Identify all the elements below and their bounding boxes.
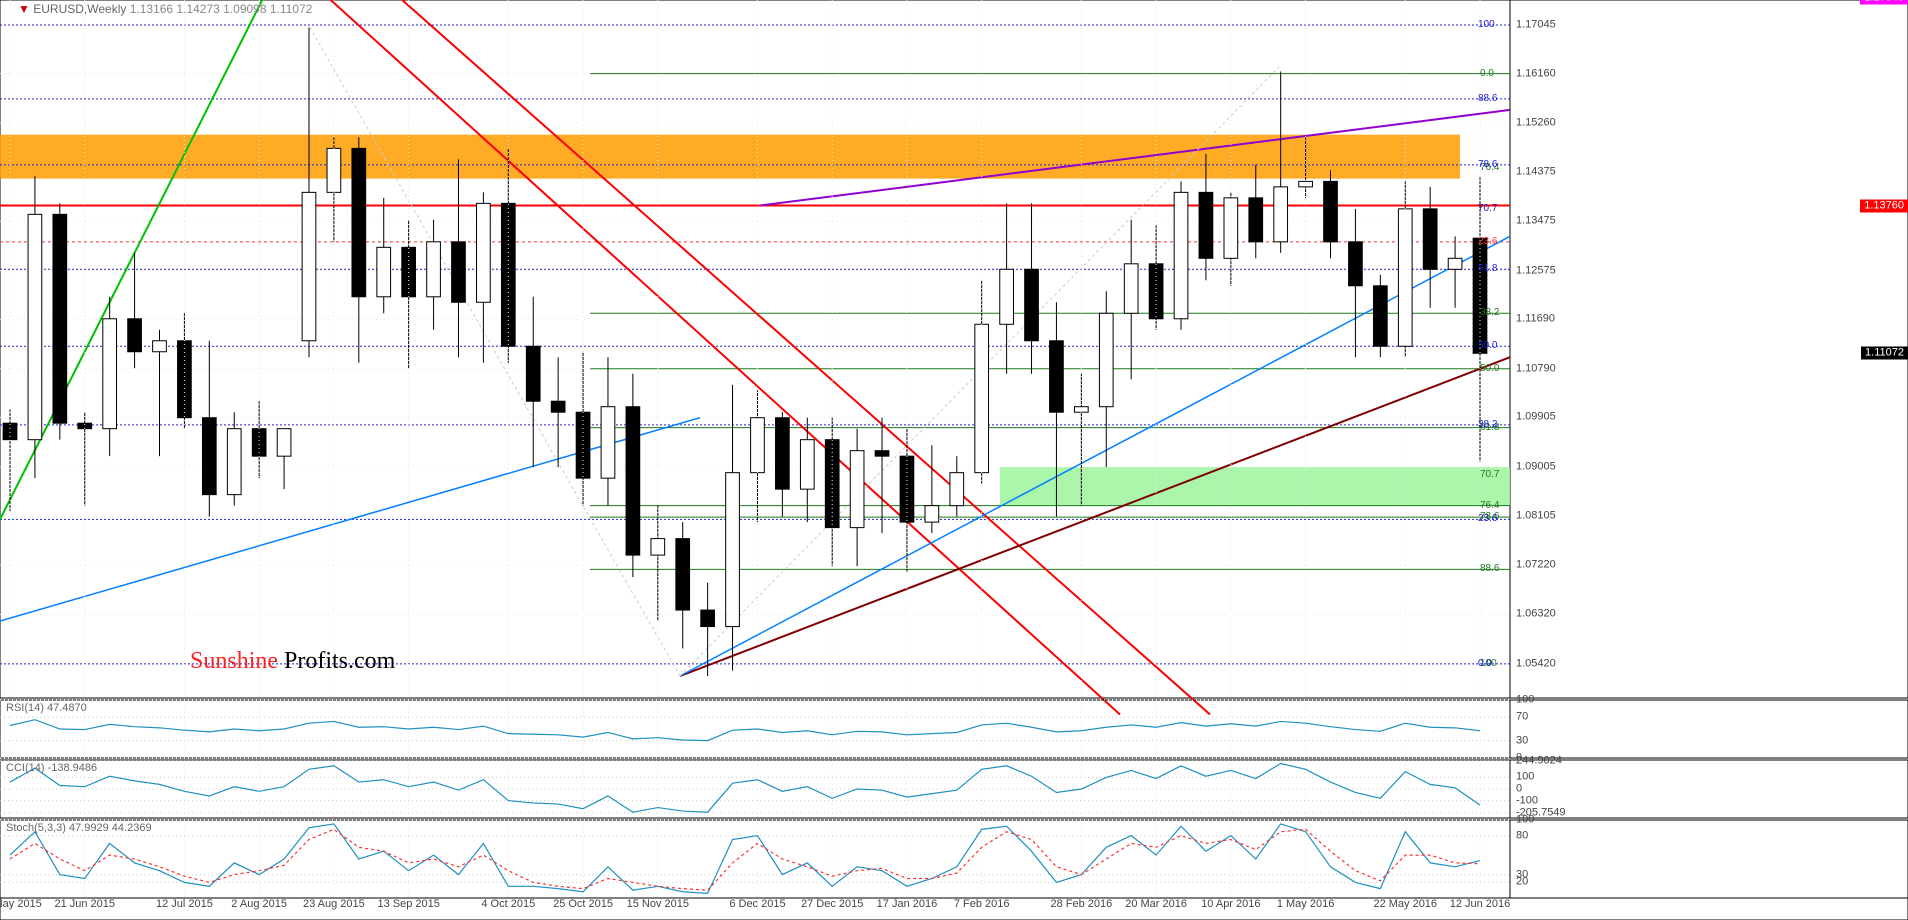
symbol: EURUSD,Weekly bbox=[33, 2, 126, 16]
